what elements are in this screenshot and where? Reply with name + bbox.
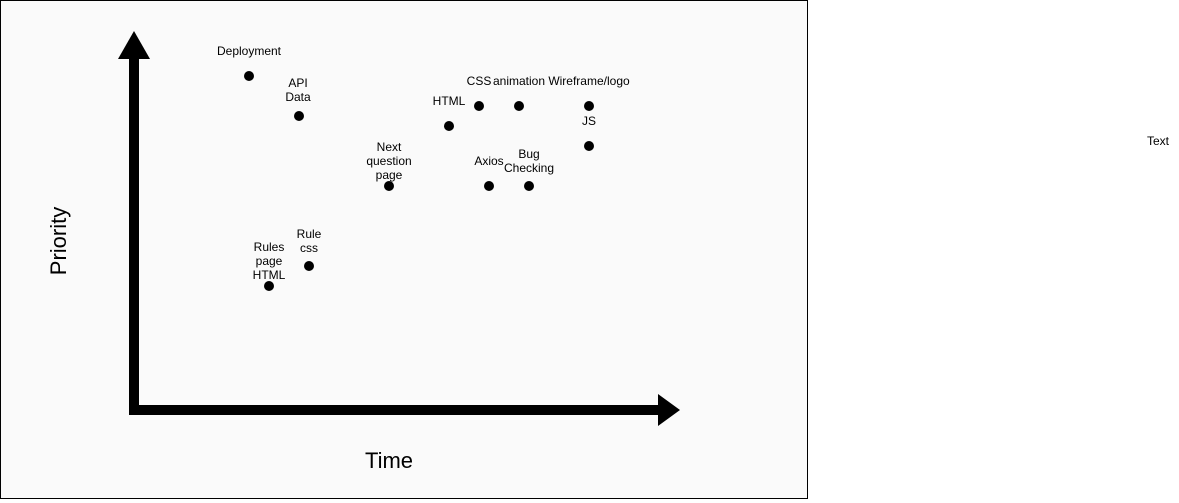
task-label: JS xyxy=(582,114,596,128)
diagram-canvas: Priority Time Deployment API Data HTML CSS an… xyxy=(0,0,808,499)
task-label: animation xyxy=(493,74,545,88)
task-item: Wireframe/logo xyxy=(548,74,630,111)
task-item: Rule css xyxy=(297,227,322,271)
task-label: Deployment xyxy=(217,44,282,58)
task-item: Bug Checking xyxy=(504,147,554,191)
task-dot xyxy=(444,121,454,131)
task-label: HTML xyxy=(433,94,466,108)
y-axis-arrowhead xyxy=(118,31,150,59)
task-label: CSS xyxy=(467,74,492,88)
y-axis xyxy=(118,31,150,411)
task-item: HTML xyxy=(433,94,466,131)
task-item: Rules page HTML xyxy=(253,240,286,291)
x-axis-arrowhead xyxy=(658,394,680,426)
task-dot xyxy=(584,141,594,151)
task-dot xyxy=(244,71,254,81)
task-dot xyxy=(294,111,304,121)
task-item: JS xyxy=(582,114,596,151)
task-label: Rule css xyxy=(297,227,322,255)
task-dot xyxy=(384,181,394,191)
task-label: Next question page xyxy=(366,140,411,182)
y-axis-label: Priority xyxy=(46,207,71,275)
task-label: Rules page HTML xyxy=(253,240,286,282)
task-item: animation xyxy=(493,74,545,111)
task-label: Axios xyxy=(474,154,503,168)
stray-text-label: Text xyxy=(1147,134,1170,148)
task-dot xyxy=(264,281,274,291)
x-axis-label: Time xyxy=(365,448,413,473)
task-dot xyxy=(524,181,534,191)
x-axis xyxy=(129,394,680,426)
task-label: Bug Checking xyxy=(504,147,554,175)
task-dot xyxy=(304,261,314,271)
task-item: Deployment xyxy=(217,44,282,81)
task-item: Next question page xyxy=(366,140,412,191)
task-dot xyxy=(514,101,524,111)
task-dot xyxy=(474,101,484,111)
task-item: API Data xyxy=(285,76,311,121)
task-item: CSS xyxy=(467,74,492,111)
task-label: API Data xyxy=(285,76,311,104)
task-label: Wireframe/logo xyxy=(548,74,630,88)
task-item: Axios xyxy=(474,154,504,191)
task-dot xyxy=(484,181,494,191)
task-dot xyxy=(584,101,594,111)
